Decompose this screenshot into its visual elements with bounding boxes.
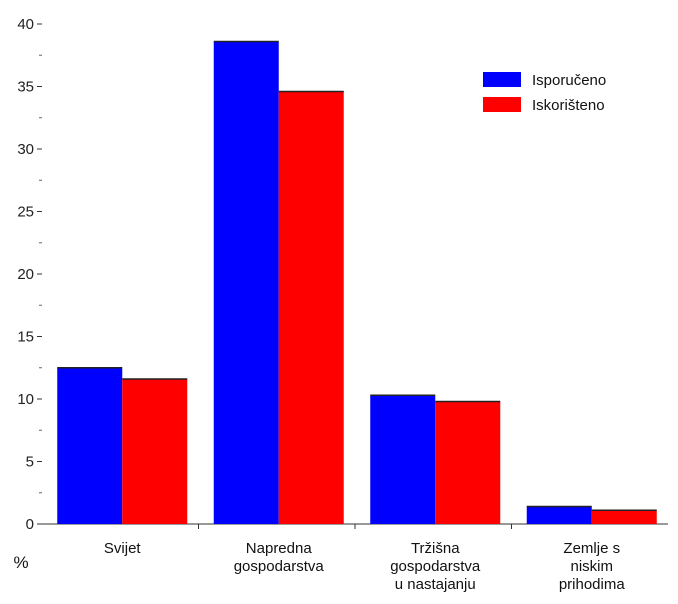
chart-legend: Isporučeno Iskorišteno: [483, 72, 606, 114]
bar-isporuceno: [526, 506, 592, 524]
category-label: niskim: [570, 558, 613, 575]
y-tick-label: 15: [17, 329, 34, 346]
legend-label: Iskorišteno: [532, 97, 605, 114]
legend-label: Isporučeno: [532, 72, 606, 89]
y-unit-label: %: [13, 553, 28, 572]
y-tick-label: 35: [17, 79, 34, 96]
bar-iskoristeno: [122, 379, 188, 524]
bar-iskoristeno: [435, 401, 501, 524]
category-label: Napredna: [246, 540, 313, 557]
y-tick-label: 20: [17, 266, 34, 283]
legend-swatch: [483, 72, 521, 87]
category-label: prihodima: [559, 576, 626, 593]
bar-isporuceno: [57, 367, 123, 524]
y-tick-label: 30: [17, 141, 34, 158]
category-label: Svijet: [104, 540, 142, 557]
chart-bars: [57, 40, 657, 524]
y-tick-label: 40: [17, 16, 34, 33]
category-label: gospodarstva: [390, 558, 481, 575]
category-labels: Svijet NaprednagospodarstvaTržišnagospoda…: [104, 540, 625, 593]
y-tick-label: 0: [26, 516, 34, 533]
category-label: gospodarstva: [234, 558, 325, 575]
category-label: Tržišna: [411, 540, 460, 557]
bar-isporuceno: [370, 395, 436, 524]
bar-iskoristeno: [278, 91, 344, 524]
category-label: Zemlje s: [563, 540, 620, 557]
y-tick-label: 5: [26, 454, 34, 471]
bar-iskoristeno: [591, 510, 657, 524]
y-tick-label: 10: [17, 391, 34, 408]
legend-swatch: [483, 97, 521, 112]
bar-isporuceno: [213, 41, 279, 524]
y-tick-label: 25: [17, 204, 34, 221]
category-label: u nastajanju: [395, 576, 476, 593]
